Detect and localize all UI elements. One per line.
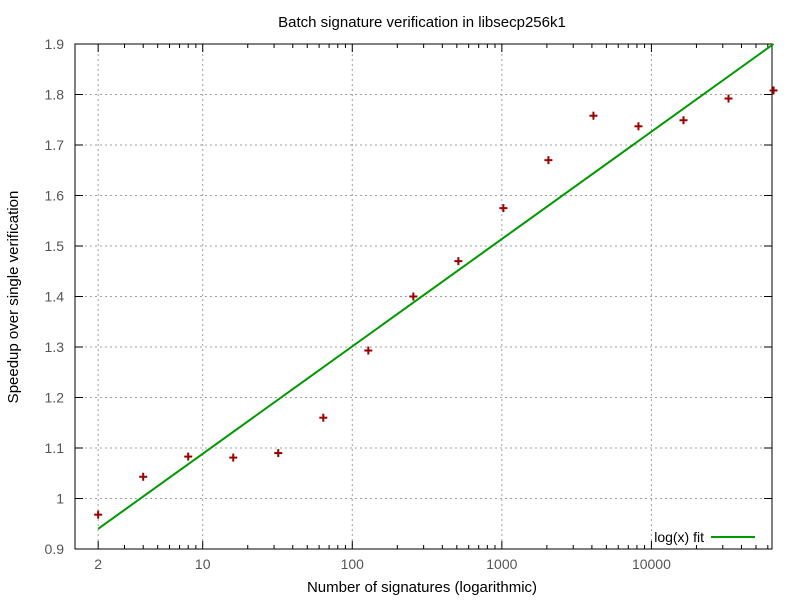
y-axis-label: Speedup over single verification xyxy=(5,191,22,404)
y-tick-label: 1.2 xyxy=(45,390,65,406)
x-tick-label: 1000 xyxy=(486,556,517,572)
data-point xyxy=(589,111,598,120)
legend: log(x) fit xyxy=(654,529,755,545)
x-tick-label: 2 xyxy=(94,556,102,572)
fit-line-group xyxy=(97,43,775,530)
data-point xyxy=(319,413,328,422)
y-tick-label: 1 xyxy=(56,491,64,507)
y-tick-label: 1.3 xyxy=(45,339,65,355)
data-point xyxy=(544,156,553,165)
y-tick-label: 1.7 xyxy=(45,137,65,153)
data-point xyxy=(769,86,778,95)
data-point xyxy=(139,472,148,481)
y-tick-label: 1.5 xyxy=(45,238,65,254)
y-tick-label: 1.4 xyxy=(45,289,65,305)
data-point xyxy=(499,204,508,213)
tick-labels: 0.9 1 1.1 1.2 1.3 1.4 1.5 1.6 1.7 1.8 1.9 2 10 100 100… xyxy=(45,36,672,572)
grid xyxy=(75,44,772,549)
y-tick-label: 1.1 xyxy=(45,440,65,456)
data-points xyxy=(94,86,778,519)
x-tick-label: 100 xyxy=(341,556,365,572)
data-point xyxy=(409,292,418,301)
data-point xyxy=(274,449,283,458)
data-point xyxy=(724,94,733,103)
data-point xyxy=(184,452,193,461)
x-tick-label: 10000 xyxy=(632,556,671,572)
data-point xyxy=(94,510,103,519)
fit-line xyxy=(97,43,775,530)
axis-ticks xyxy=(75,43,772,550)
y-tick-label: 1.8 xyxy=(45,87,65,103)
chart-title: Batch signature verification in libsecp2… xyxy=(278,14,566,31)
x-tick-label: 10 xyxy=(195,556,211,572)
y-tick-label: 1.9 xyxy=(45,36,65,52)
data-point xyxy=(679,116,688,125)
data-point xyxy=(454,257,463,266)
x-axis-label: Number of signatures (logarithmic) xyxy=(307,579,537,596)
data-point xyxy=(229,453,238,462)
legend-label: log(x) fit xyxy=(654,529,704,545)
data-point xyxy=(364,346,373,355)
y-tick-label: 0.9 xyxy=(45,541,65,557)
data-point xyxy=(634,122,643,131)
y-tick-label: 1.6 xyxy=(45,188,65,204)
